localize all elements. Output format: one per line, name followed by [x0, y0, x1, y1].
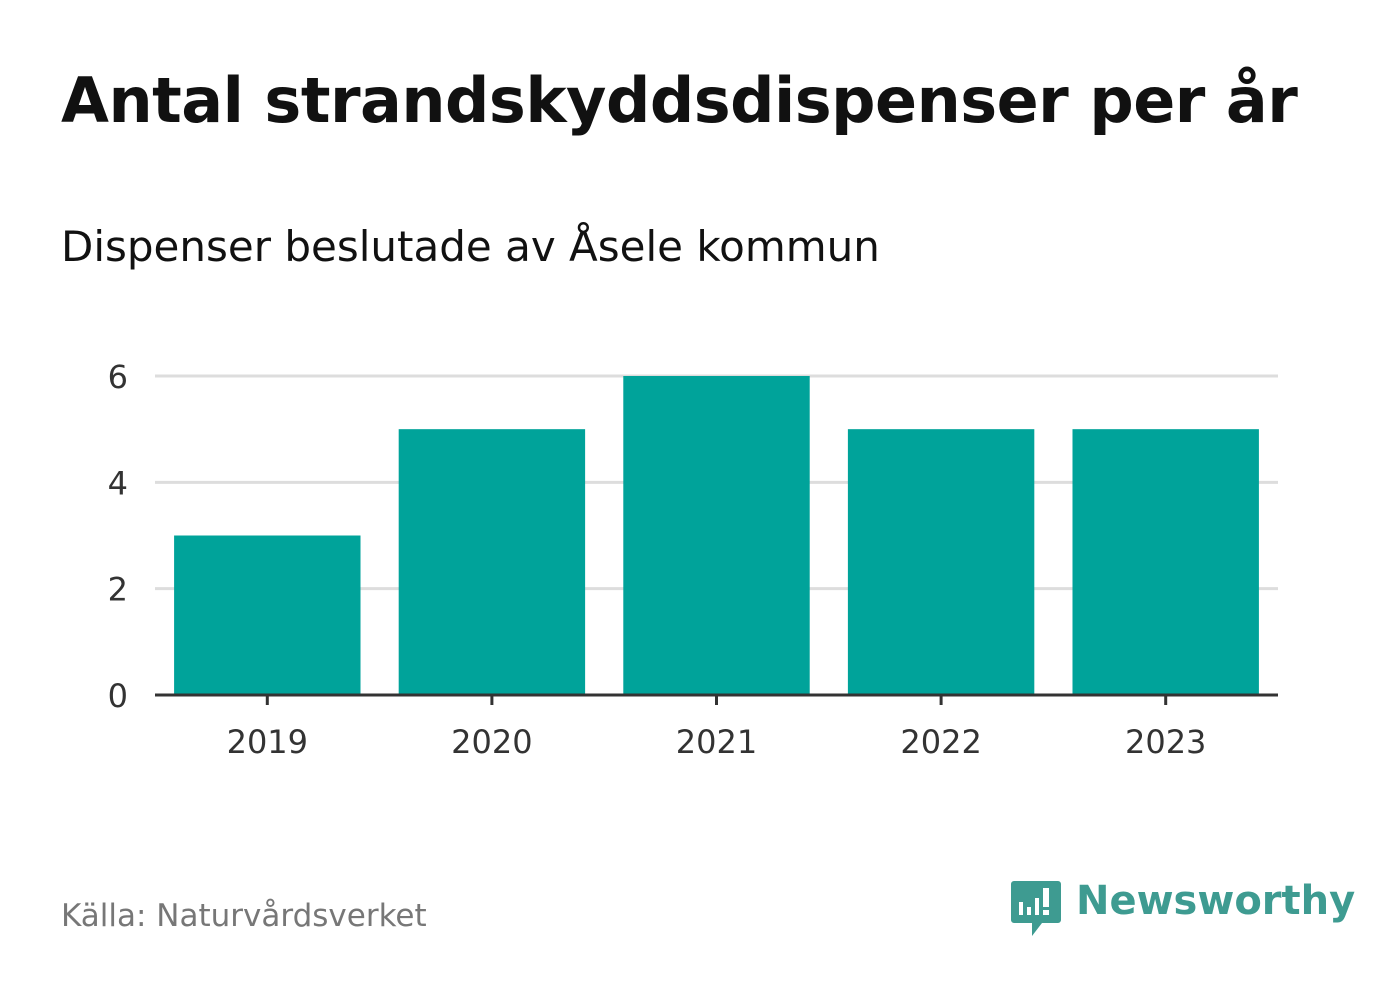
brand-name: Newsworthy — [1076, 878, 1356, 924]
y-tick-label: 2 — [108, 571, 128, 609]
x-tick-label: 2022 — [900, 723, 981, 761]
chart-subtitle: Dispenser beslutade av Åsele kommun — [61, 222, 880, 271]
bar — [398, 429, 586, 695]
x-tick-label: 2021 — [676, 723, 757, 761]
bar — [847, 429, 1035, 695]
newsworthy-logo-icon — [1011, 881, 1061, 936]
bar — [623, 376, 810, 695]
x-tick-label: 2023 — [1125, 723, 1206, 761]
x-tick-label: 2020 — [451, 723, 532, 761]
chart-title: Antal strandskyddsdispenser per år — [61, 64, 1298, 137]
brand-logo[interactable]: Newsworthy — [1010, 878, 1355, 942]
y-tick-label: 0 — [108, 677, 128, 715]
bar — [1072, 429, 1259, 695]
y-tick-label: 6 — [108, 358, 128, 396]
bar — [174, 535, 361, 695]
x-tick-label: 2019 — [227, 723, 308, 761]
source-note: Källa: Naturvårdsverket — [61, 898, 427, 934]
y-tick-label: 4 — [108, 464, 128, 502]
